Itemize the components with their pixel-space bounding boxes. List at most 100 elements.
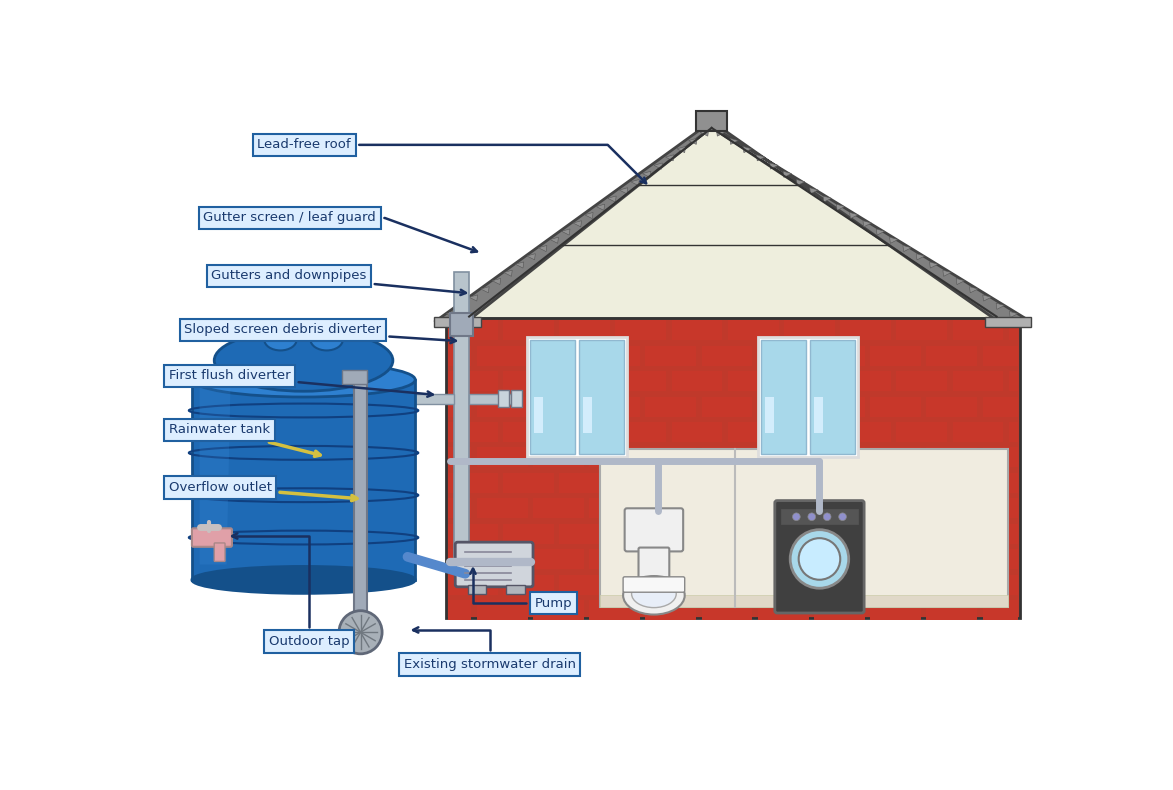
Circle shape — [791, 530, 849, 589]
FancyBboxPatch shape — [896, 321, 948, 340]
FancyBboxPatch shape — [601, 449, 1008, 607]
FancyBboxPatch shape — [784, 371, 835, 391]
FancyBboxPatch shape — [560, 422, 610, 442]
FancyBboxPatch shape — [448, 524, 497, 544]
FancyBboxPatch shape — [840, 321, 891, 340]
Circle shape — [823, 513, 830, 521]
FancyBboxPatch shape — [589, 447, 640, 468]
Polygon shape — [796, 179, 805, 186]
Polygon shape — [903, 246, 911, 251]
FancyBboxPatch shape — [758, 346, 808, 366]
Polygon shape — [809, 188, 819, 194]
FancyBboxPatch shape — [533, 447, 584, 468]
Polygon shape — [608, 196, 616, 202]
Polygon shape — [707, 124, 1031, 322]
FancyBboxPatch shape — [896, 371, 948, 391]
FancyBboxPatch shape — [589, 600, 640, 620]
FancyBboxPatch shape — [503, 422, 554, 442]
FancyBboxPatch shape — [645, 447, 697, 468]
Circle shape — [808, 513, 815, 521]
FancyBboxPatch shape — [1009, 321, 1018, 340]
FancyBboxPatch shape — [814, 549, 865, 569]
FancyBboxPatch shape — [476, 498, 528, 518]
Text: Gutters and downpipes: Gutters and downpipes — [211, 269, 466, 295]
FancyBboxPatch shape — [927, 498, 977, 518]
FancyBboxPatch shape — [533, 498, 584, 518]
Polygon shape — [643, 171, 651, 178]
FancyBboxPatch shape — [814, 447, 865, 468]
FancyBboxPatch shape — [448, 346, 472, 366]
FancyBboxPatch shape — [727, 321, 779, 340]
Polygon shape — [1023, 320, 1031, 325]
FancyBboxPatch shape — [645, 549, 697, 569]
FancyBboxPatch shape — [476, 346, 528, 366]
FancyBboxPatch shape — [468, 585, 486, 594]
FancyBboxPatch shape — [814, 397, 823, 433]
FancyBboxPatch shape — [448, 498, 472, 518]
FancyBboxPatch shape — [985, 317, 1031, 327]
FancyBboxPatch shape — [952, 574, 1003, 595]
Polygon shape — [457, 303, 466, 310]
FancyBboxPatch shape — [701, 549, 752, 569]
FancyBboxPatch shape — [589, 397, 640, 416]
FancyBboxPatch shape — [623, 577, 685, 592]
FancyBboxPatch shape — [672, 321, 723, 340]
Text: Sloped screen debris diverter: Sloped screen debris diverter — [184, 323, 456, 343]
FancyBboxPatch shape — [672, 574, 723, 595]
FancyBboxPatch shape — [784, 321, 835, 340]
FancyBboxPatch shape — [534, 397, 543, 433]
Ellipse shape — [623, 576, 685, 615]
FancyBboxPatch shape — [983, 600, 1018, 620]
FancyBboxPatch shape — [758, 397, 808, 416]
FancyBboxPatch shape — [983, 397, 1018, 416]
FancyBboxPatch shape — [727, 574, 779, 595]
FancyBboxPatch shape — [448, 549, 472, 569]
FancyBboxPatch shape — [701, 447, 752, 468]
FancyBboxPatch shape — [672, 422, 723, 442]
Ellipse shape — [264, 329, 297, 351]
Polygon shape — [956, 278, 964, 284]
Circle shape — [339, 611, 382, 654]
Polygon shape — [515, 262, 524, 268]
FancyBboxPatch shape — [469, 393, 515, 404]
FancyBboxPatch shape — [814, 397, 865, 416]
FancyBboxPatch shape — [506, 585, 524, 594]
Polygon shape — [434, 320, 443, 325]
Ellipse shape — [311, 329, 343, 351]
FancyBboxPatch shape — [952, 422, 1003, 442]
FancyBboxPatch shape — [358, 393, 454, 404]
FancyBboxPatch shape — [616, 524, 666, 544]
FancyBboxPatch shape — [701, 346, 752, 366]
FancyBboxPatch shape — [896, 574, 948, 595]
FancyBboxPatch shape — [758, 549, 808, 569]
FancyBboxPatch shape — [579, 340, 624, 453]
Polygon shape — [550, 237, 558, 243]
FancyBboxPatch shape — [503, 524, 554, 544]
FancyBboxPatch shape — [192, 529, 232, 547]
FancyBboxPatch shape — [601, 596, 1008, 607]
FancyBboxPatch shape — [701, 397, 752, 416]
FancyBboxPatch shape — [758, 498, 808, 518]
Polygon shape — [876, 229, 884, 235]
FancyBboxPatch shape — [870, 600, 921, 620]
FancyBboxPatch shape — [434, 317, 481, 327]
FancyBboxPatch shape — [927, 397, 977, 416]
FancyBboxPatch shape — [503, 473, 554, 493]
FancyBboxPatch shape — [448, 447, 472, 468]
FancyBboxPatch shape — [533, 346, 584, 366]
FancyBboxPatch shape — [215, 543, 225, 562]
FancyBboxPatch shape — [1009, 574, 1018, 595]
FancyBboxPatch shape — [476, 549, 528, 569]
FancyBboxPatch shape — [589, 346, 640, 366]
FancyBboxPatch shape — [454, 272, 469, 557]
FancyBboxPatch shape — [448, 321, 497, 340]
FancyBboxPatch shape — [503, 321, 554, 340]
Circle shape — [839, 513, 847, 521]
FancyBboxPatch shape — [533, 600, 584, 620]
Polygon shape — [503, 270, 513, 276]
Polygon shape — [199, 387, 230, 565]
FancyBboxPatch shape — [476, 600, 528, 620]
FancyBboxPatch shape — [533, 549, 584, 569]
Text: Lead-free roof: Lead-free roof — [257, 138, 646, 183]
FancyBboxPatch shape — [625, 508, 683, 551]
